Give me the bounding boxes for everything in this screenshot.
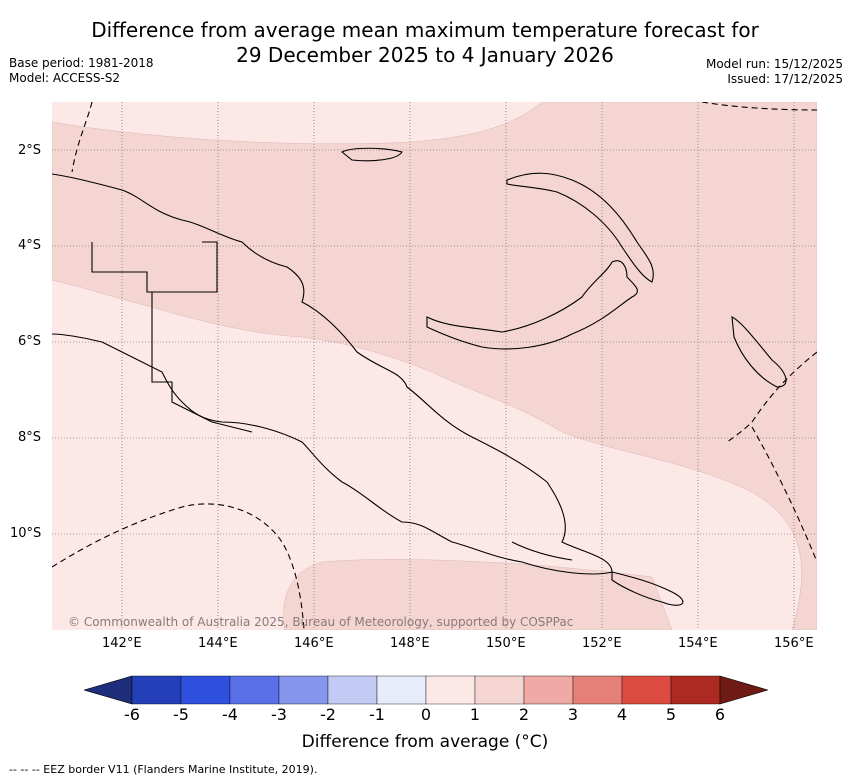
- lon-label-156e: 156°E: [774, 636, 814, 651]
- base-period: Base period: 1981-2018: [9, 56, 154, 70]
- border-south: [151, 292, 253, 433]
- lon-label-152e: 152°E: [582, 636, 622, 651]
- colorbar-tick-label: 5: [665, 705, 677, 724]
- coastlines: [52, 147, 787, 606]
- colorbar-tick-label: -4: [222, 705, 238, 724]
- islands-east: [611, 571, 684, 606]
- colorbar-tick-label: -2: [320, 705, 336, 724]
- eez-borders: [52, 102, 817, 630]
- model-name: Model: ACCESS-S2: [9, 71, 121, 85]
- colorbar-cell: [278, 675, 329, 705]
- lon-label-150e: 150°E: [486, 636, 526, 651]
- meta-right: Model run: 15/12/2025 Issued: 17/12/2025: [706, 57, 843, 87]
- new-britain-coast: [426, 260, 638, 350]
- colorbar-cell: [670, 675, 721, 705]
- lon-label-144e: 144°E: [198, 636, 238, 651]
- issued-date: Issued: 17/12/2025: [727, 72, 843, 86]
- lat-label-6s: 6°S: [18, 334, 42, 349]
- eez-footnote: -- -- -- EEZ border V11 (Flanders Marine…: [9, 763, 318, 776]
- lat-label-8s: 8°S: [18, 430, 42, 445]
- colorbar-cell: [621, 675, 672, 705]
- anomaly-region-1-2: [52, 102, 817, 630]
- lat-label-10s: 10°S: [10, 526, 42, 541]
- colorbar-cell: [572, 675, 623, 705]
- colorbar-tick-label: 6: [714, 705, 726, 724]
- title-line-1: Difference from average mean maximum tem…: [91, 18, 759, 42]
- lat-label-2s: 2°S: [18, 143, 42, 158]
- colorbar-tick-label: -3: [271, 705, 287, 724]
- manus-coast: [340, 147, 403, 162]
- colorbar-cell: [229, 675, 280, 705]
- colorbar-cell: [523, 675, 574, 705]
- colorbar-ticks: -6 -5 -4 -3 -2 -1 0 1 2 3 4 5 6: [0, 705, 850, 727]
- colorbar-extension-low: [84, 675, 133, 705]
- anomaly-region-south: [283, 559, 673, 630]
- bougainville-coast: [731, 316, 787, 388]
- colorbar-tick-label: 0: [420, 705, 432, 724]
- colorbar-cell: [327, 675, 378, 705]
- colorbar-title: Difference from average (°C): [301, 732, 549, 752]
- colorbar-tick-label: 4: [616, 705, 628, 724]
- colorbar-cell: [425, 675, 476, 705]
- lon-label-146e: 146°E: [294, 636, 334, 651]
- page-title: Difference from average mean maximum tem…: [0, 18, 850, 68]
- new-guinea-coast: [52, 173, 613, 575]
- lon-label-148e: 148°E: [390, 636, 430, 651]
- copyright-text: © Commonwealth of Australia 2025, Bureau…: [68, 615, 573, 629]
- lon-label-142e: 142°E: [102, 636, 142, 651]
- model-run: Model run: 15/12/2025: [705, 57, 843, 71]
- colorbar-tick-label: -5: [173, 705, 189, 724]
- new-ireland-coast: [506, 172, 654, 283]
- border-west: [91, 241, 218, 293]
- colorbar-extension-high: [719, 675, 768, 705]
- colorbar-tick-label: 2: [518, 705, 530, 724]
- meta-left: Base period: 1981-2018 Model: ACCESS-S2: [9, 56, 154, 86]
- lon-label-154e: 154°E: [678, 636, 718, 651]
- colorbar-tick-label: -6: [124, 705, 140, 724]
- colorbar-tick-label: 1: [469, 705, 481, 724]
- colorbar-cell: [180, 675, 231, 705]
- lat-label-4s: 4°S: [18, 238, 42, 253]
- colorbar-tick-label: -1: [369, 705, 385, 724]
- islands-se: [511, 541, 573, 561]
- colorbar-tick-label: 3: [567, 705, 579, 724]
- colorbar-cell: [474, 675, 525, 705]
- colorbar-cell: [376, 675, 427, 705]
- colorbar: [84, 675, 768, 705]
- colorbar-cell: [131, 675, 182, 705]
- title-line-2: 29 December 2025 to 4 January 2026: [236, 43, 614, 67]
- forecast-map: © Commonwealth of Australia 2025, Bureau…: [52, 102, 817, 630]
